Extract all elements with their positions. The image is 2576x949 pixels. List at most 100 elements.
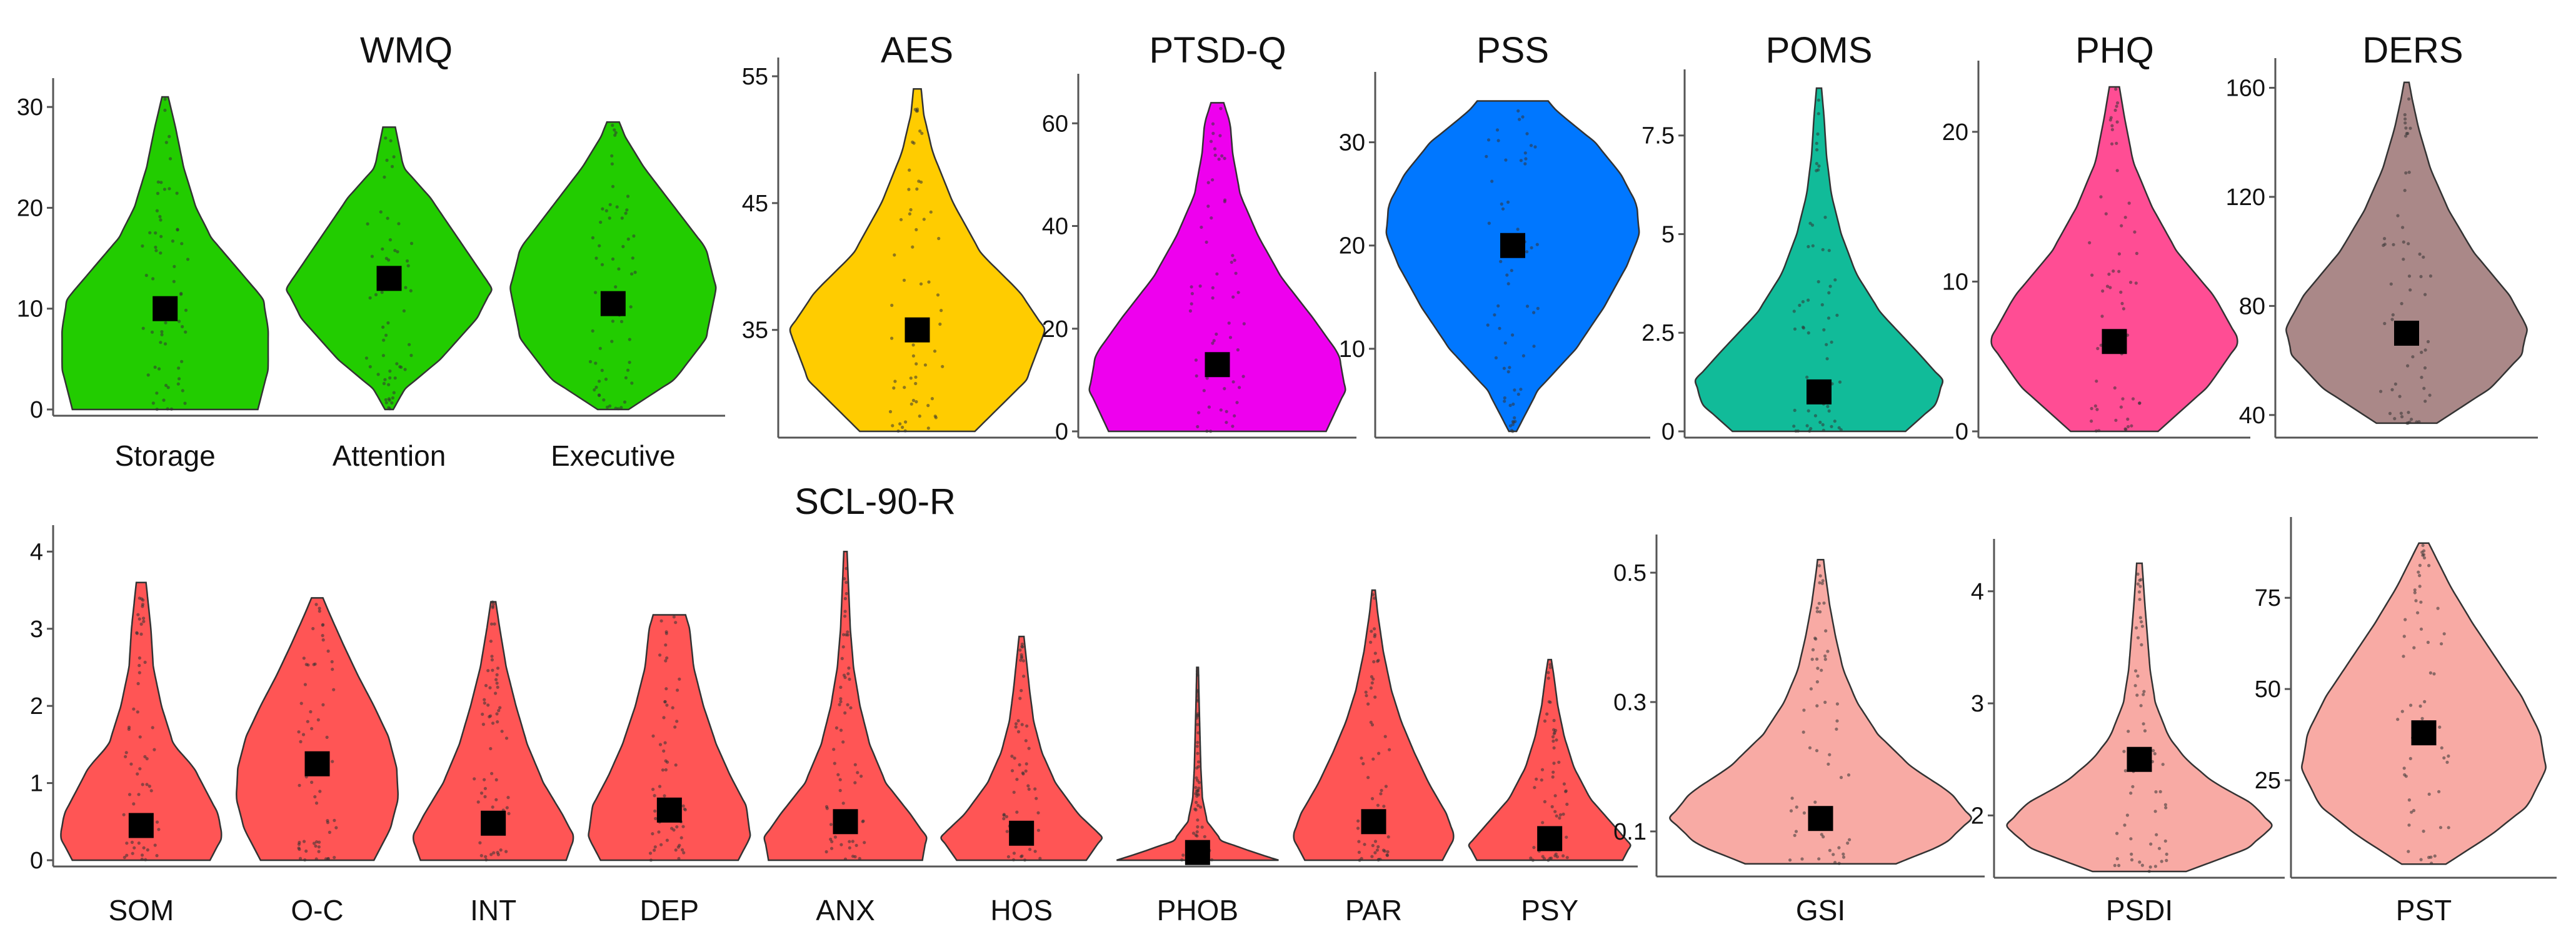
data-point [186,258,190,261]
data-point [490,655,494,658]
median-marker-gsi [1808,806,1833,831]
data-point [662,716,666,720]
data-point [1490,179,1494,183]
data-point [1209,429,1213,433]
data-point [489,746,493,751]
data-point [2440,642,2443,646]
data-point [302,656,306,660]
data-point [1196,699,1200,703]
y-tick-label: 5 [1661,221,1675,248]
data-point [658,785,662,788]
data-point [2117,269,2121,273]
data-point [2428,671,2432,675]
data-point [1196,818,1200,822]
data-point [2131,785,2135,788]
y-tick-label: 1 [30,771,43,797]
data-point [670,826,674,830]
data-point [2442,756,2446,760]
data-point [1210,216,1213,220]
data-point [1808,221,1812,225]
data-point [162,398,166,402]
data-point [1808,746,1812,750]
data-point [1236,348,1240,352]
data-point [2423,366,2427,370]
data-point [2418,574,2422,578]
data-point [910,402,913,406]
data-point [489,640,493,643]
data-point [163,98,167,101]
data-point [136,681,140,686]
data-point [916,109,920,113]
data-point [1022,675,1026,678]
data-point [2135,251,2138,255]
data-point [1823,216,1827,219]
data-point [1810,223,1815,227]
data-point [409,289,413,293]
data-point [2420,716,2424,720]
panel-poms: POMS 0 2.5 5 7.5 [1641,30,1953,445]
data-point [1513,388,1516,392]
data-point [594,385,598,389]
data-point [1551,739,1555,743]
data-point [1822,428,1825,433]
data-point [142,620,146,623]
data-point [1503,341,1507,345]
data-point [1822,328,1826,332]
data-point [326,649,330,653]
data-point [648,851,653,855]
data-point [314,857,318,861]
data-point [2161,763,2165,766]
data-point [1793,327,1797,331]
median-marker-aes [905,317,930,343]
data-point [1006,855,1010,859]
data-point [2407,411,2410,414]
data-point [594,361,598,365]
data-point [1835,313,1839,317]
data-point [163,188,166,191]
data-point [619,319,624,323]
data-point [891,424,895,428]
data-point [1833,419,1837,423]
data-point [1789,809,1793,813]
data-point [388,369,392,373]
data-point [1802,730,1805,734]
data-point [1518,118,1521,121]
y-tick-label: 160 [2226,75,2265,101]
data-point [1822,835,1825,839]
data-point [1371,593,1375,596]
data-point [1373,651,1377,655]
data-point [146,373,150,377]
y-tick-label: 10 [1339,336,1365,363]
y-tick-label: 2 [30,693,43,720]
data-point [1241,374,1245,378]
data-point [2438,826,2443,830]
data-point [602,398,606,402]
data-point [1002,813,1006,817]
y-tick-label: 20 [1942,119,1968,146]
data-point [890,303,894,307]
data-point [2105,284,2110,288]
data-point [926,426,930,430]
data-point [2402,766,2406,770]
data-point [1485,154,1488,158]
category-label-psdi: PSDI [2106,894,2173,926]
data-point [1525,304,1530,308]
data-point [384,333,388,337]
data-point [600,263,604,266]
data-point [145,757,149,761]
data-point [923,363,927,367]
violin-int [412,601,574,861]
data-point [1837,846,1841,850]
data-point [395,362,399,366]
data-point [1382,805,1386,808]
data-point [608,404,612,408]
data-point [1511,419,1515,424]
data-point [843,857,848,861]
data-point [849,706,853,710]
data-point [326,821,330,825]
median-marker-dep [656,797,682,823]
data-point [1523,162,1527,166]
data-point [1503,399,1506,403]
violin-poms [1694,87,1944,433]
category-label-executive: Executive [551,439,675,472]
